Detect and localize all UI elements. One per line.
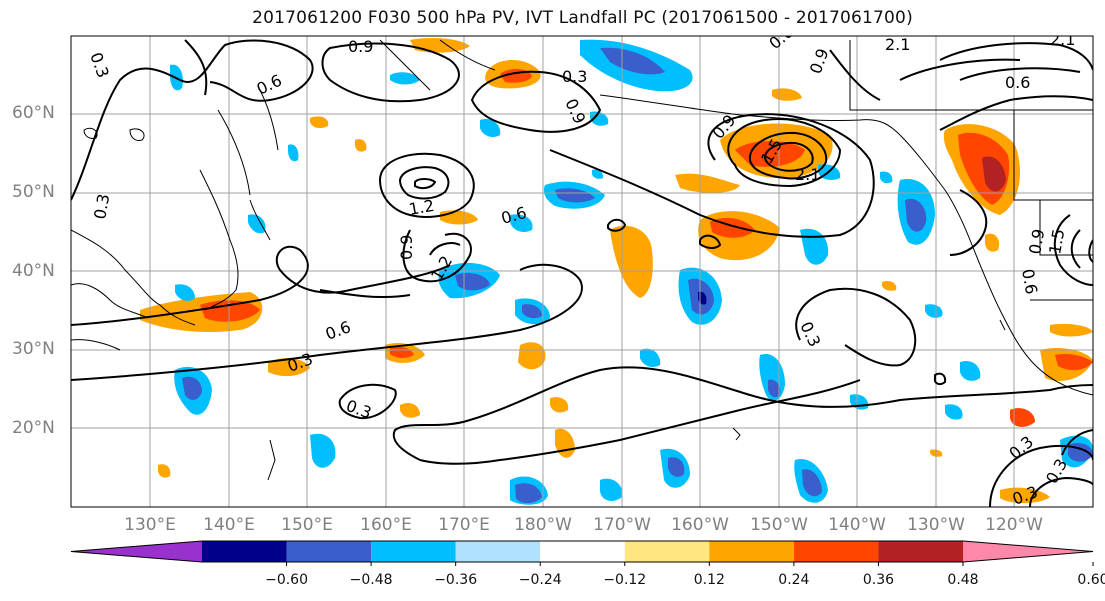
- coastlines: [71, 39, 1093, 481]
- lon-label: 120°W: [985, 515, 1043, 535]
- lon-label: 140°E: [203, 515, 255, 535]
- contour-label: 0.3: [90, 192, 113, 220]
- lon-label: 170°E: [438, 515, 490, 535]
- lat-label: 50°N: [12, 182, 55, 202]
- lat-label: 60°N: [12, 103, 55, 123]
- contour-label: 0.9: [348, 37, 373, 56]
- lon-label: 140°W: [828, 515, 886, 535]
- lon-label: 130°E: [124, 515, 176, 535]
- lon-label: 150°E: [281, 515, 333, 535]
- contour-label: 0.3: [562, 67, 587, 86]
- colorbar-tick-label: 0.60: [1077, 572, 1105, 588]
- lat-label: 20°N: [12, 418, 55, 438]
- colorbar-tick-label: −0.48: [349, 572, 393, 588]
- colorbar-tick-label: 0.36: [862, 572, 895, 588]
- lon-label: 160°W: [671, 515, 729, 535]
- contour-label: 0.6: [1018, 267, 1041, 295]
- contour-label: 0.9: [397, 235, 416, 260]
- contour-label: 0.9: [1025, 227, 1048, 255]
- colorbar-tick-label: 0.48: [947, 572, 979, 588]
- map-frame: [70, 35, 1094, 508]
- colorbar-tick-label: 0.24: [778, 572, 810, 588]
- contour-label: 2.1: [885, 35, 910, 54]
- colorbar-tick-label: −0.36: [434, 572, 478, 588]
- lat-label: 40°N: [12, 261, 55, 281]
- lat-label: 30°N: [12, 339, 55, 359]
- contour-label: 2.1: [1050, 30, 1075, 49]
- map-plot: 0.3 0.6 0.9 0.3 0.9 0.6 0.9 0.9 1.5 2.1 …: [70, 30, 1094, 508]
- contour-label: 1.2: [407, 196, 435, 219]
- colorbar-tick-label: −0.12: [603, 572, 647, 588]
- graticule-lines: [71, 36, 1093, 507]
- pv-contours: [71, 39, 1093, 507]
- lon-label: 170°W: [593, 515, 651, 535]
- colorbar-tick-label: 0.12: [693, 572, 725, 588]
- lon-label: 180°W: [514, 515, 572, 535]
- contour-label: 2.1: [795, 165, 820, 184]
- contour-label: 0.6: [1005, 73, 1030, 92]
- positive-anomaly-shading: [140, 38, 1093, 504]
- colorbar-tick-label: −0.24: [518, 572, 562, 588]
- colorbar-tick-label: −0.60: [265, 572, 308, 588]
- lon-label: 160°E: [360, 515, 412, 535]
- map-title: 2017061200 F030 500 hPa PV, IVT Landfall…: [252, 8, 913, 28]
- lon-label: 130°W: [907, 515, 965, 535]
- contour-label: 1.5: [1045, 227, 1068, 255]
- lon-label: 150°W: [750, 515, 808, 535]
